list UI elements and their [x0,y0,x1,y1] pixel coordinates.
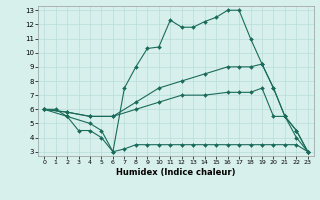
X-axis label: Humidex (Indice chaleur): Humidex (Indice chaleur) [116,168,236,177]
